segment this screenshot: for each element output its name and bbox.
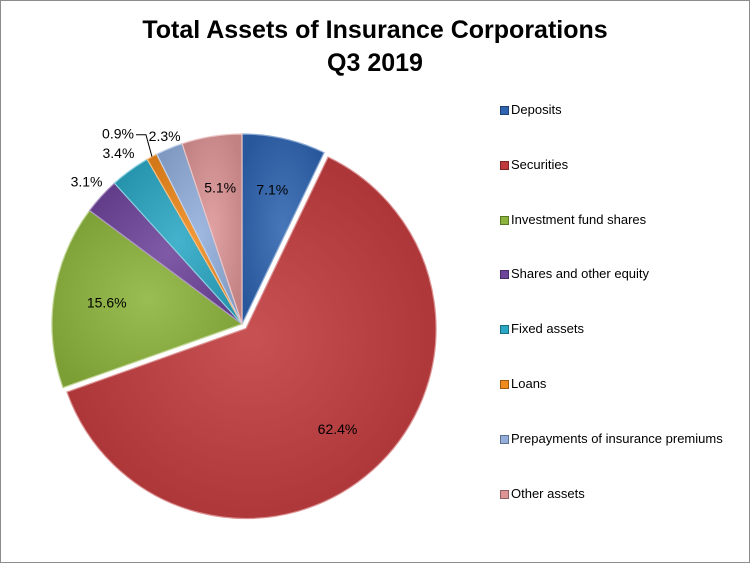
data-labels: 7.1% 62.4% 15.6% 3.1% 3.4% 0.9% 2.3% 5.1% — [71, 125, 358, 436]
pie-slices — [51, 133, 437, 520]
legend-label: Loans — [511, 376, 547, 391]
legend-swatch — [500, 380, 509, 389]
data-label-other-assets: 5.1% — [204, 180, 236, 196]
data-label-securities: 62.4% — [318, 421, 358, 437]
data-label-deposits: 7.1% — [256, 181, 288, 197]
slice-investment-fund-shares — [51, 209, 244, 389]
chart-title: Total Assets of Insurance Corporations Q… — [0, 14, 750, 80]
chart-title-line-1: Total Assets of Insurance Corporations — [142, 16, 608, 44]
legend-label: Other assets — [511, 485, 585, 501]
data-label-loans: 0.9% — [102, 125, 134, 141]
legend-swatch — [500, 270, 509, 280]
leader-lines — [135, 134, 153, 157]
legend-swatch — [500, 434, 509, 444]
legend-label: Deposits — [511, 102, 562, 117]
chart-title-line-2: Q3 2019 — [327, 49, 423, 77]
legend-label: Fixed assets — [511, 321, 584, 337]
data-label-prepayments-of-insurance-premiums: 2.3% — [149, 128, 181, 144]
legend-label: Investment fund shares — [511, 211, 647, 227]
legend-swatch — [500, 215, 509, 225]
slice-other-assets — [181, 133, 243, 325]
data-label-investment-fund-shares: 15.6% — [87, 294, 127, 310]
legend-swatch — [500, 489, 509, 499]
legend-swatch — [500, 160, 509, 170]
legend-label: Prepayments of insurance premiums — [511, 430, 723, 446]
data-label-fixed-assets: 3.4% — [102, 145, 134, 161]
data-label-shares-and-other-equity: 3.1% — [71, 173, 103, 189]
leader-line-loans — [135, 134, 153, 157]
legend-label: Securities — [511, 156, 569, 172]
legend-label: Shares and other equity — [511, 266, 650, 282]
legend-swatch — [500, 106, 509, 115]
slice-securities — [66, 156, 437, 520]
legend-swatch — [500, 325, 509, 335]
